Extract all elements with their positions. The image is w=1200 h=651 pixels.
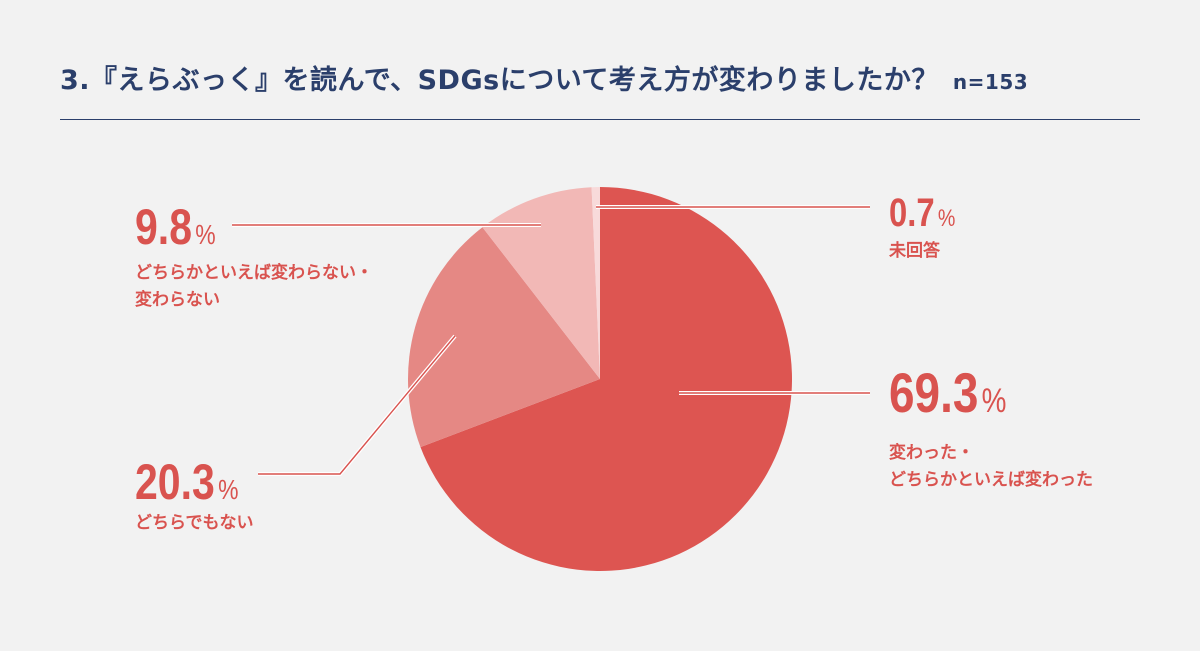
- chart-title: 3.『えらぶっく』を読んで、SDGsについて考え方が変わりましたか？ n=153: [60, 58, 1028, 97]
- slice-value-label-3: 0.7%: [889, 191, 955, 236]
- slice-category-label-2: どちらかといえば変わらない・ 変わらない: [135, 260, 373, 314]
- slice-unit-2: %: [195, 219, 216, 250]
- sample-size: n=153: [952, 70, 1029, 94]
- slice-unit-1: %: [218, 474, 239, 505]
- slice-value-label-2: 9.8%: [135, 198, 216, 256]
- pie-slice-2: [482, 187, 600, 379]
- slice-unit-0: %: [981, 382, 1007, 420]
- leader-line-1: [258, 335, 456, 475]
- title-text: 3.『えらぶっく』を読んで、SDGsについて考え方が変わりましたか？: [60, 65, 939, 96]
- slice-category-line: 変わった・: [889, 443, 974, 463]
- slice-value-label-1: 20.3%: [135, 453, 239, 511]
- slice-value-2: 9.8: [135, 199, 193, 255]
- slice-category-line: どちらかといえば変わった: [889, 470, 1093, 490]
- slice-value-3: 0.7: [889, 191, 935, 235]
- slice-category-line: 未回答: [889, 241, 940, 261]
- pie-slice-1: [408, 227, 600, 448]
- slice-category-line: どちらかといえば変わらない・: [135, 263, 373, 283]
- slice-category-line: どちらでもない: [135, 513, 254, 533]
- slice-unit-3: %: [937, 205, 956, 232]
- slice-category-label-0: 変わった・ どちらかといえば変わった: [889, 440, 1093, 494]
- slice-value-label-0: 69.3%: [889, 360, 1006, 425]
- slice-category-label-1: どちらでもない: [135, 510, 254, 537]
- slice-value-0: 69.3: [889, 361, 979, 424]
- slice-value-1: 20.3: [135, 454, 215, 510]
- slice-category-line: 変わらない: [135, 290, 220, 310]
- title-divider: [60, 119, 1140, 120]
- pie-slice-0: [420, 187, 793, 571]
- pie-slice-3: [591, 187, 600, 379]
- slice-category-label-3: 未回答: [889, 238, 940, 265]
